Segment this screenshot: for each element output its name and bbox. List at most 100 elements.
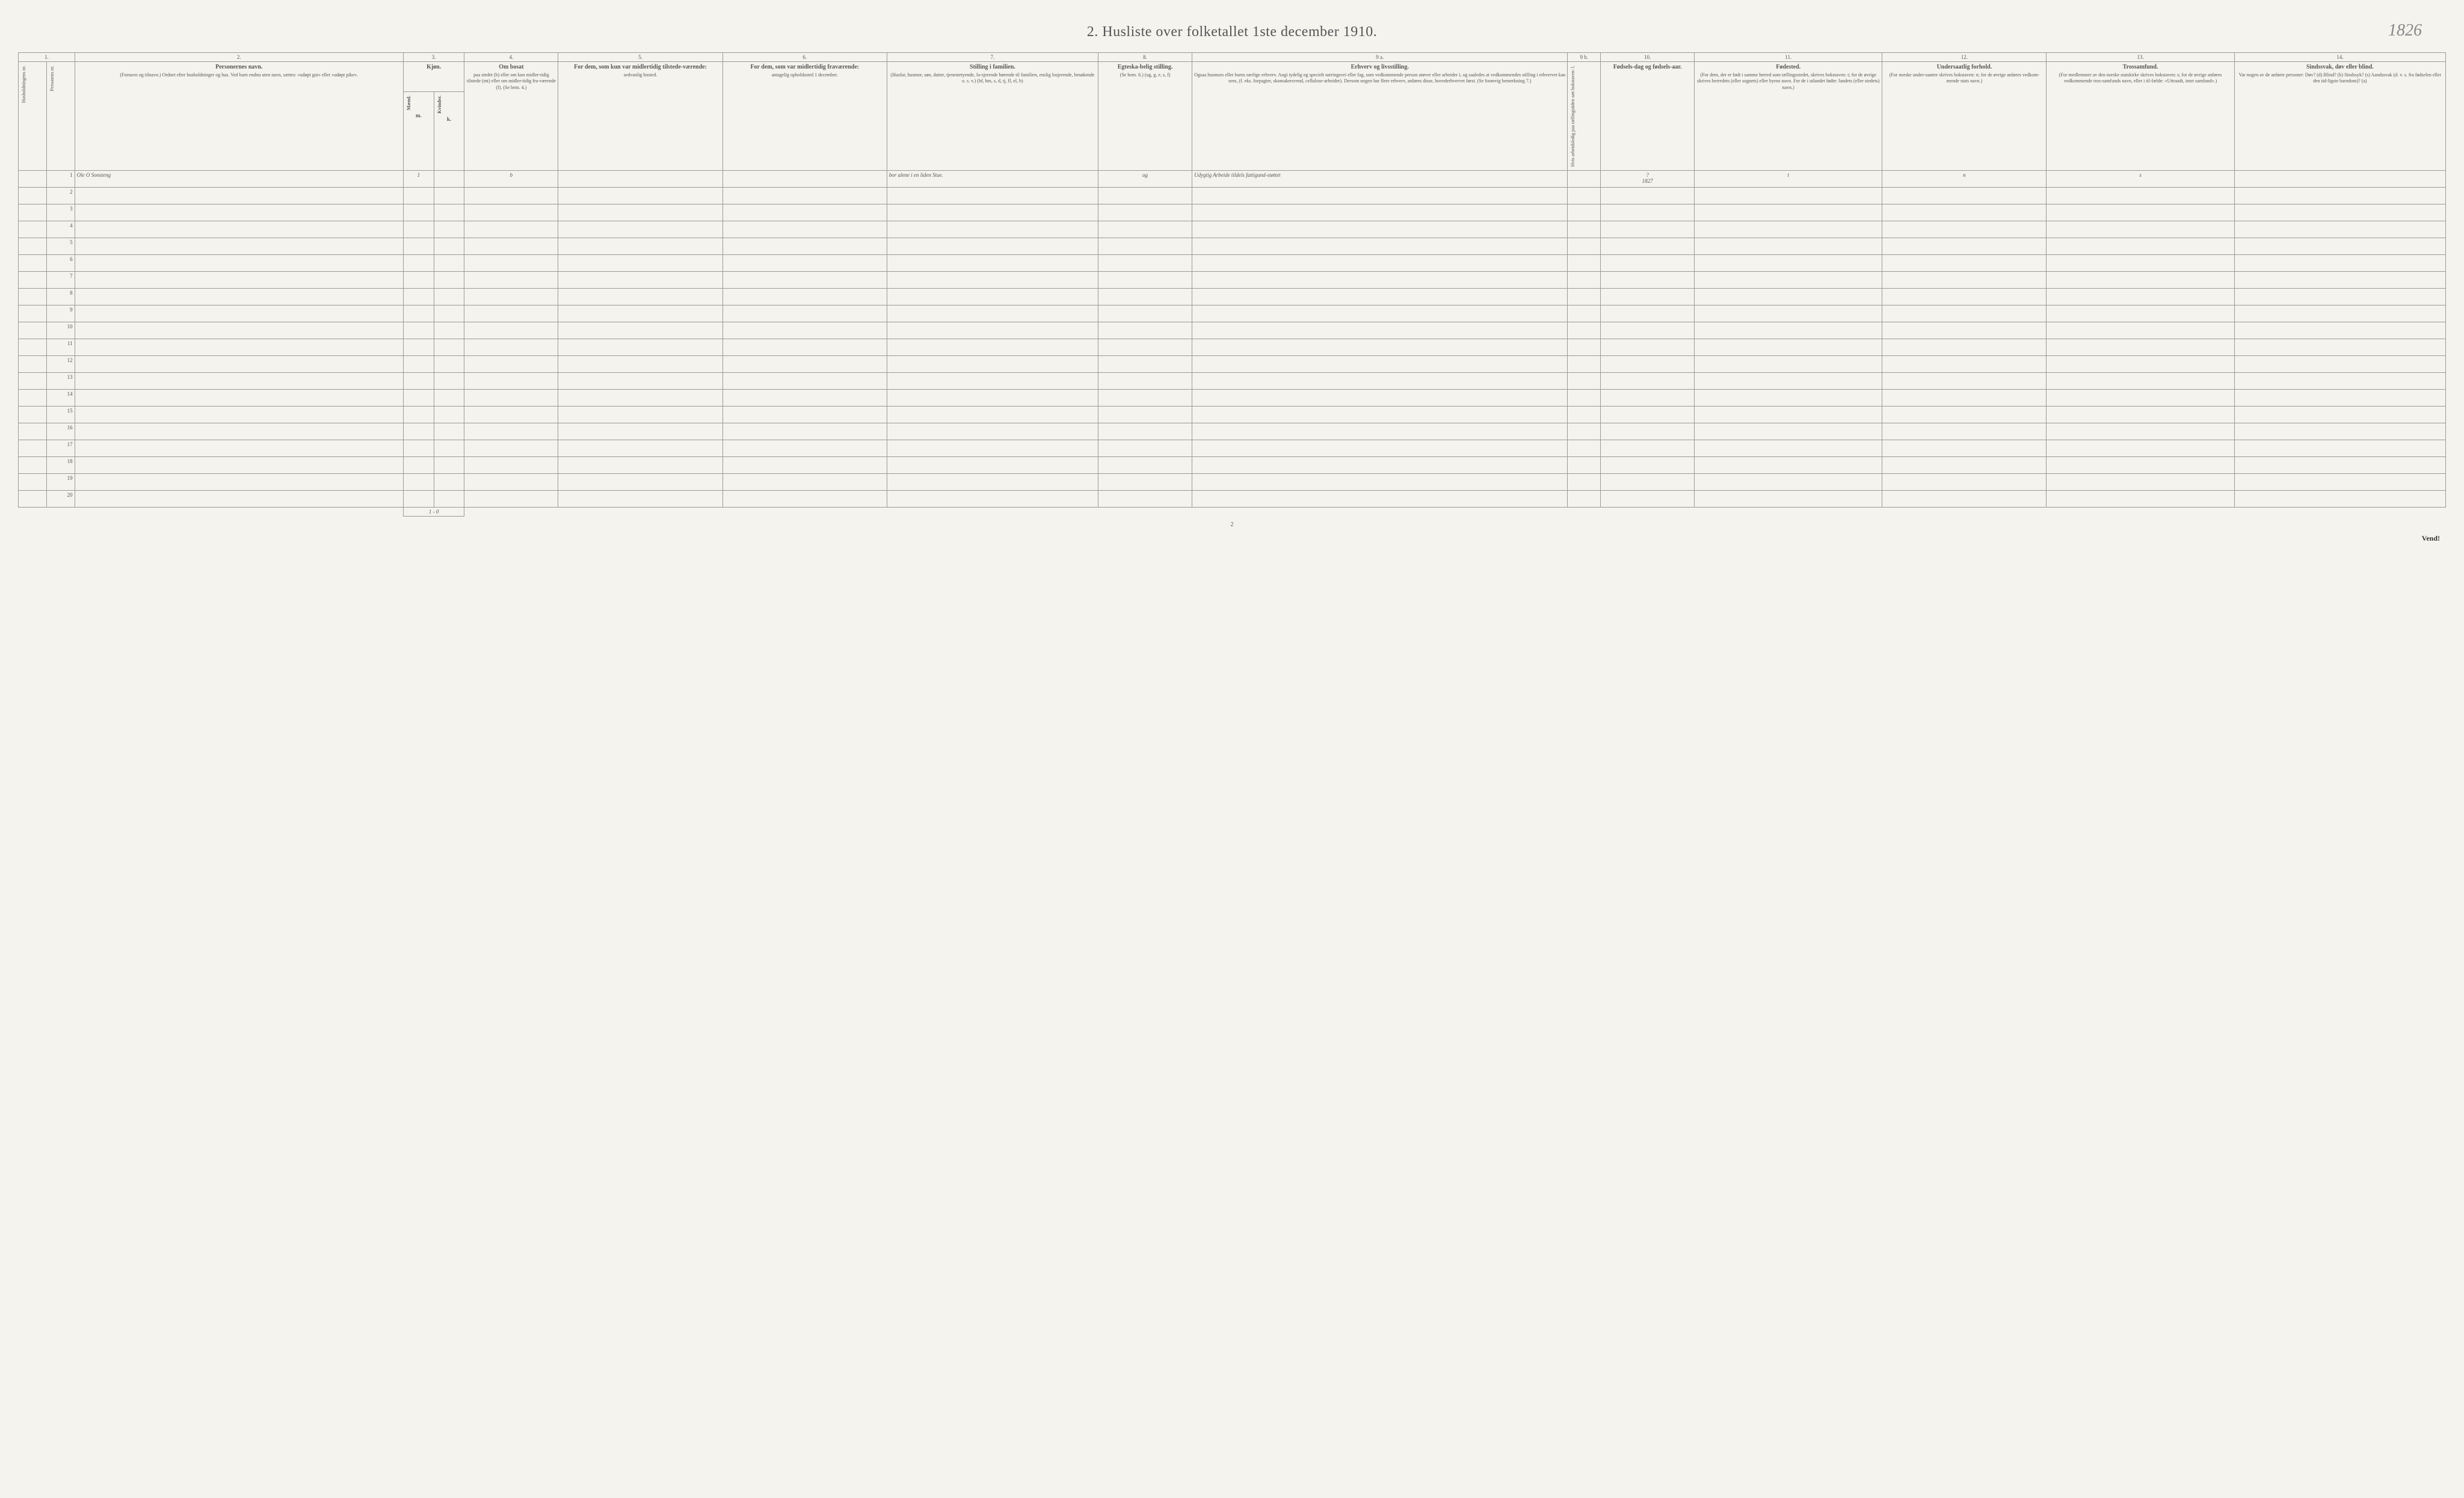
table-cell — [1568, 305, 1601, 322]
table-cell — [1601, 204, 1695, 221]
table-cell — [434, 322, 464, 339]
table-cell — [2234, 255, 2445, 272]
table-row: 3 — [19, 204, 2446, 221]
table-row: 16 — [19, 423, 2446, 440]
table-cell — [722, 238, 887, 255]
table-cell — [464, 238, 558, 255]
table-cell — [434, 457, 464, 474]
table-row: 13 — [19, 373, 2446, 390]
table-cell — [1192, 491, 1568, 508]
table-cell — [75, 457, 403, 474]
table-cell — [1882, 373, 2047, 390]
table-cell — [887, 339, 1098, 356]
table-cell — [403, 474, 434, 491]
table-cell — [887, 356, 1098, 373]
table-cell — [1098, 272, 1192, 289]
table-footer: 1 - 0 — [19, 508, 2446, 517]
table-cell — [1192, 221, 1568, 238]
table-row: 15 — [19, 407, 2446, 423]
table-cell: n — [1882, 171, 2047, 188]
table-cell — [1098, 356, 1192, 373]
table-cell — [1098, 188, 1192, 204]
table-cell — [75, 272, 403, 289]
table-header: 1. 2. 3. 4. 5. 6. 7. 8. 9 a. 9 b. 10. 11… — [19, 53, 2446, 171]
table-cell — [1601, 272, 1695, 289]
table-cell — [434, 221, 464, 238]
table-cell — [558, 356, 722, 373]
table-cell — [1568, 373, 1601, 390]
table-cell — [722, 322, 887, 339]
table-cell — [1098, 491, 1192, 508]
col-head-arbeidsledig: Hvis arbeidsledig paa tællingstiden sæt … — [1568, 62, 1601, 171]
table-cell — [464, 221, 558, 238]
col-num-6: 6. — [722, 53, 887, 62]
table-row: 8 — [19, 289, 2446, 305]
table-cell — [2234, 373, 2445, 390]
table-cell — [1882, 339, 2047, 356]
table-cell — [2047, 356, 2234, 373]
table-cell — [1192, 339, 1568, 356]
table-cell — [19, 423, 47, 440]
table-row: 10 — [19, 322, 2446, 339]
col-num-3: 3. — [403, 53, 464, 62]
table-cell: 15 — [46, 407, 75, 423]
table-cell: t — [1695, 171, 1882, 188]
table-cell — [2047, 474, 2234, 491]
table-row: 14 — [19, 390, 2446, 407]
table-cell — [1882, 407, 2047, 423]
table-cell — [1601, 373, 1695, 390]
col-head-undersaatlig: Undersaatlig forhold. (For norske under-… — [1882, 62, 2047, 171]
table-cell — [722, 305, 887, 322]
census-table: 1. 2. 3. 4. 5. 6. 7. 8. 9 a. 9 b. 10. 11… — [18, 52, 2446, 517]
table-cell — [1882, 272, 2047, 289]
table-cell: 5 — [46, 238, 75, 255]
table-cell — [1192, 423, 1568, 440]
table-cell: 3 — [46, 204, 75, 221]
table-cell — [558, 204, 722, 221]
table-cell — [558, 474, 722, 491]
table-cell — [434, 440, 464, 457]
table-cell — [1568, 440, 1601, 457]
table-row: 18 — [19, 457, 2446, 474]
table-cell — [19, 204, 47, 221]
table-cell — [1695, 221, 1882, 238]
table-cell — [2047, 440, 2234, 457]
table-cell — [1568, 238, 1601, 255]
table-cell — [1098, 474, 1192, 491]
table-cell — [1882, 289, 2047, 305]
table-cell — [464, 440, 558, 457]
table-cell — [1098, 407, 1192, 423]
table-cell — [434, 491, 464, 508]
table-cell — [19, 457, 47, 474]
table-cell — [1192, 188, 1568, 204]
table-cell — [19, 356, 47, 373]
table-cell — [75, 440, 403, 457]
table-cell — [887, 390, 1098, 407]
table-cell — [2047, 204, 2234, 221]
table-cell: 13 — [46, 373, 75, 390]
table-cell — [75, 238, 403, 255]
table-cell — [403, 221, 434, 238]
table-cell — [887, 272, 1098, 289]
table-cell — [1882, 440, 2047, 457]
table-cell — [558, 272, 722, 289]
table-cell — [434, 238, 464, 255]
table-cell — [1098, 305, 1192, 322]
table-body: 1Ole O Sonsteng1bbor alene i en liden St… — [19, 171, 2446, 508]
table-cell — [1192, 373, 1568, 390]
table-cell — [2047, 255, 2234, 272]
table-cell — [887, 188, 1098, 204]
table-cell — [1192, 289, 1568, 305]
table-cell — [2047, 305, 2234, 322]
table-cell — [75, 339, 403, 356]
table-cell — [2234, 390, 2445, 407]
table-cell — [887, 440, 1098, 457]
table-cell — [75, 407, 403, 423]
table-row: 9 — [19, 305, 2446, 322]
table-cell — [1098, 289, 1192, 305]
table-cell — [434, 407, 464, 423]
table-cell — [1601, 322, 1695, 339]
table-cell — [19, 440, 47, 457]
col-num-5: 5. — [558, 53, 722, 62]
table-cell — [1601, 289, 1695, 305]
